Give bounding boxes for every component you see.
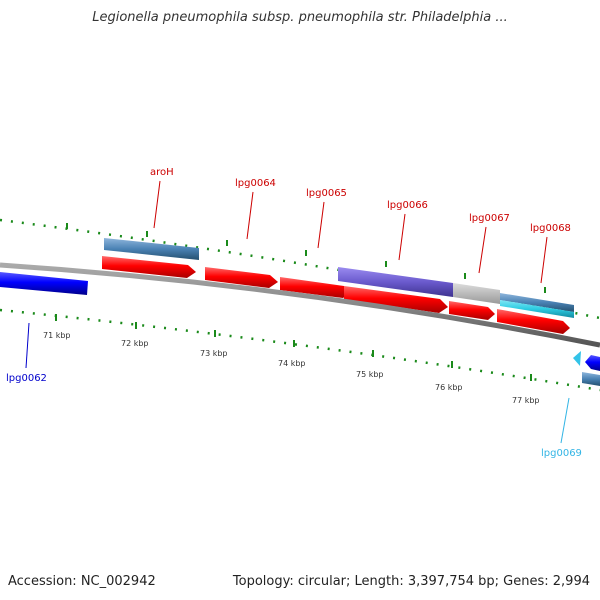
scale-label-74kbp: 74 kbp <box>278 359 306 368</box>
scale-label-75kbp: 75 kbp <box>356 370 384 379</box>
gene-label-lpg0065: lpg0065 <box>306 188 347 199</box>
scale-label-72kbp: 72 kbp <box>121 339 149 348</box>
scale-label-73kbp: 73 kbp <box>200 349 228 358</box>
gene-lpg0062[interactable] <box>0 272 88 295</box>
gene-lpg0070-steel[interactable] <box>582 372 600 386</box>
gene-lpg0070[interactable] <box>585 355 600 371</box>
inner-major-ticks <box>55 314 532 381</box>
gene-label-lpg0062: lpg0062 <box>6 373 47 384</box>
gene-lpg0065-forward[interactable] <box>280 277 350 298</box>
scale-label-76kbp: 76 kbp <box>435 383 463 392</box>
gene-aroH[interactable] <box>104 238 199 260</box>
genome-backbone <box>0 262 600 348</box>
map-title: Legionella pneumophila subsp. pneumophil… <box>92 10 508 25</box>
genome-summary-text: Topology: circular; Length: 3,397,754 bp… <box>232 574 590 589</box>
gene-label-aroH: aroH <box>150 167 174 178</box>
leader-lines <box>25 180 570 444</box>
gene-lpg0068[interactable] <box>500 293 574 312</box>
gene-lpg0066[interactable] <box>338 267 453 297</box>
gene-lpg0068-forward[interactable] <box>497 309 570 334</box>
gene-lpg0067-forward[interactable] <box>449 301 495 320</box>
gene-label-lpg0067: lpg0067 <box>469 213 510 224</box>
scale-label-77kbp: 77 kbp <box>512 396 540 405</box>
outer-major-ticks <box>66 223 546 293</box>
gene-lpg0069[interactable] <box>573 351 581 366</box>
gene-lpg0067[interactable] <box>453 283 500 304</box>
scale-label-71kbp: 71 kbp <box>43 331 71 340</box>
gene-label-lpg0066: lpg0066 <box>387 200 428 211</box>
gene-lpg0068-cyan[interactable] <box>500 300 574 318</box>
gene-lpg0064-forward[interactable] <box>205 267 278 288</box>
gene-label-lpg0069: lpg0069 <box>541 448 582 459</box>
gene-label-lpg0068: lpg0068 <box>530 223 571 234</box>
accession-text: Accession: NC_002942 <box>8 574 156 589</box>
gene-lpg0066-forward[interactable] <box>344 286 448 313</box>
gene-label-lpg0064: lpg0064 <box>235 178 276 189</box>
gene-lpg0063-forward[interactable] <box>102 256 196 278</box>
